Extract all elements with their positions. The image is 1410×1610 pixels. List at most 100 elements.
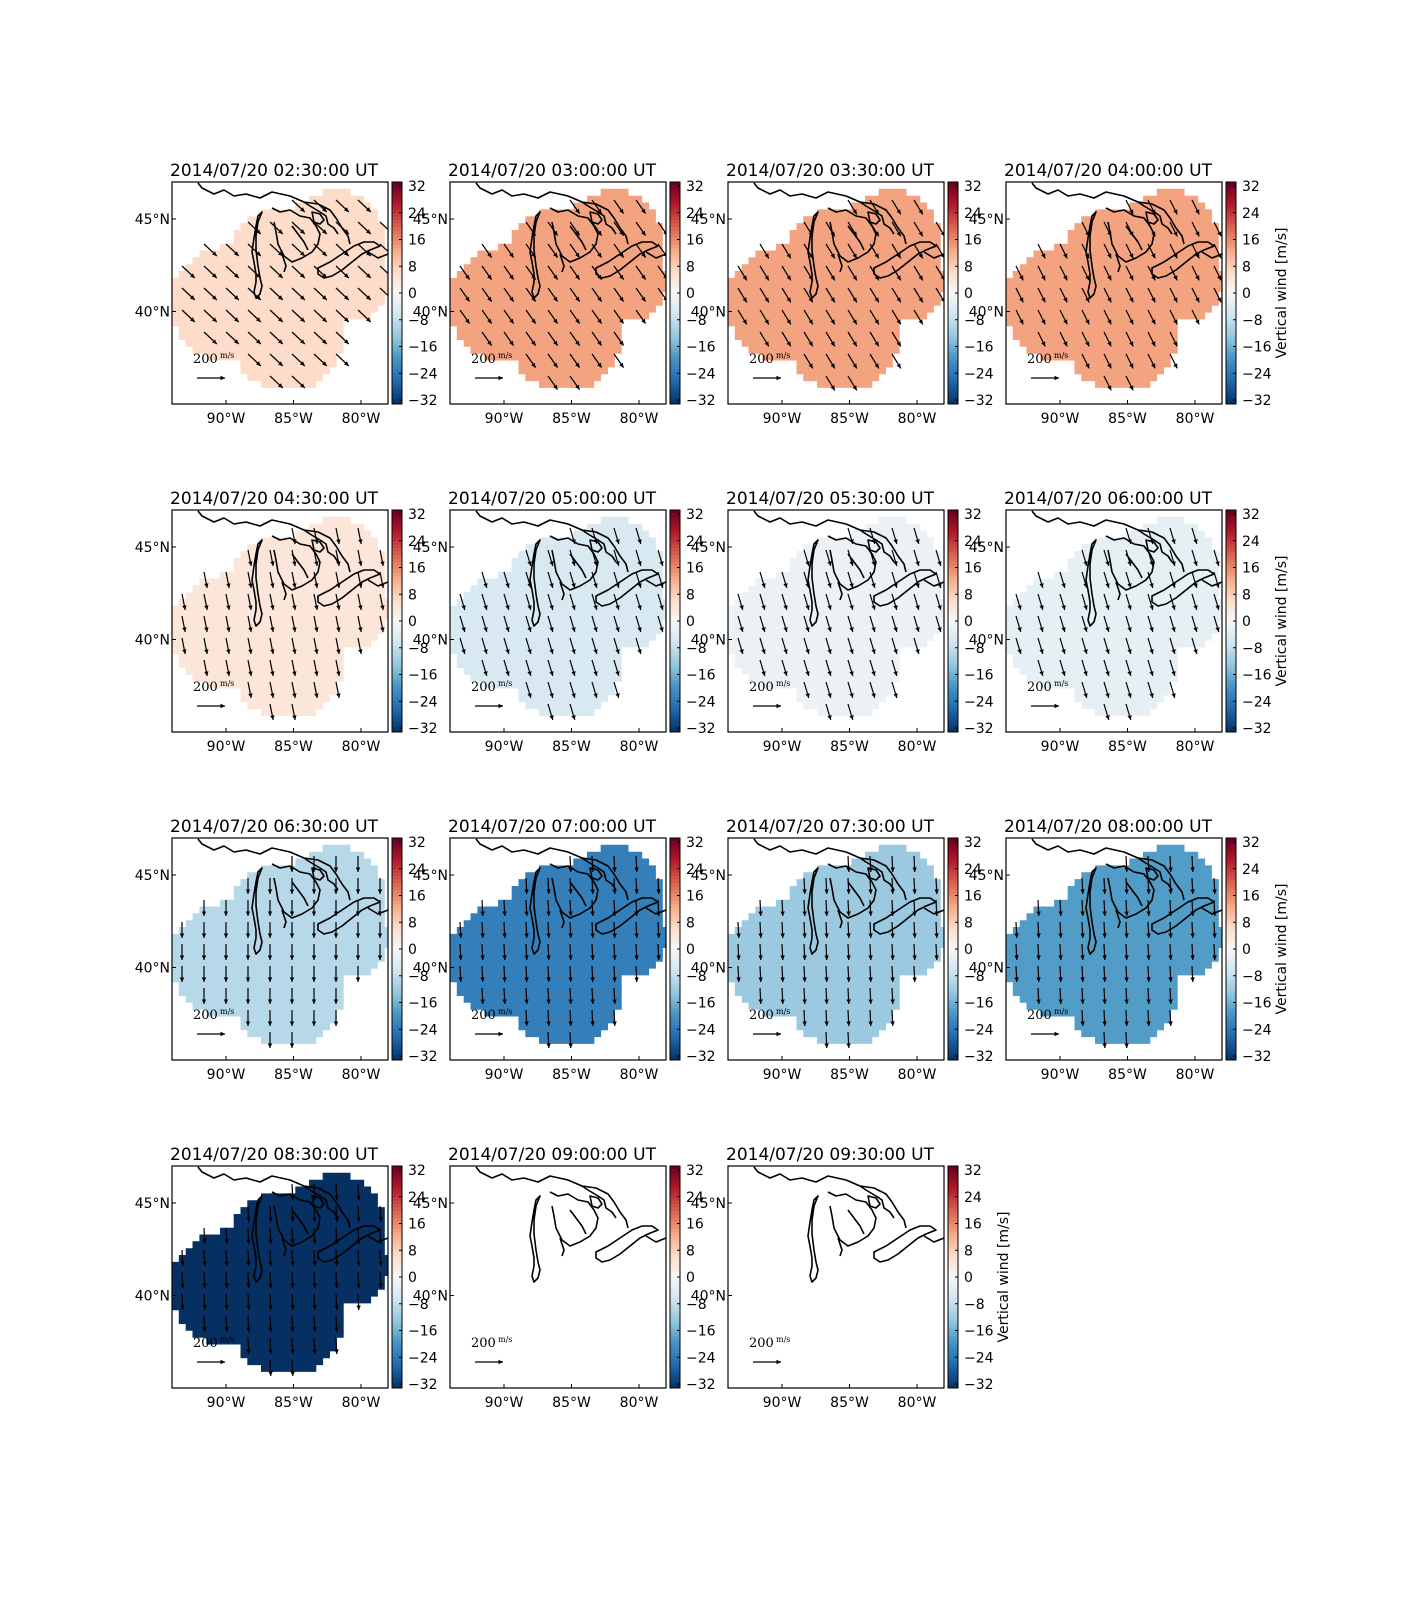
colorbar-step [1226,268,1236,273]
colorbar-step [392,1329,402,1333]
wind-arrow-head [808,231,813,237]
colorbar-step [948,645,958,650]
colorbar-step [1226,648,1236,653]
wind-arrow-head [893,605,898,610]
coastline [197,510,351,573]
colorbar-step [948,969,958,974]
colorbar-step [948,530,958,535]
wind-arrow-head [805,605,810,610]
wind-arrow-head [549,627,554,632]
colorbar-step [948,313,958,318]
colorbar-step [948,1384,958,1389]
colorbar-step [392,572,402,577]
colorbar-step [948,1046,958,1050]
wind-arrow-head [182,605,187,610]
wind-arrow-head [549,605,554,610]
colorbar-step [948,1053,958,1057]
wind-arrow-head [634,867,639,872]
x-tick-label: 90°W [207,1395,246,1411]
wind-arrow-head [246,1349,251,1354]
wind-arrow-head [1061,649,1066,654]
colorbar-step [392,565,402,570]
colorbar-step [670,182,680,186]
wind-arrow-head [292,583,297,588]
coastline [873,897,937,935]
wind-arrow-head [568,867,573,872]
colorbar-tick-label: −8 [408,969,429,985]
wind-arrow-head [1102,1043,1107,1048]
coastline [807,867,819,955]
colorbar-tick-label: −24 [408,1350,438,1366]
wind-arrow-head [531,252,536,258]
wind-arrow-head [202,1327,207,1332]
wind-arrow-head [311,1021,317,1026]
wind-arrow-head [742,275,747,281]
colorbar-step [948,572,958,577]
wind-arrow-head [182,627,187,632]
colorbar-tick-label: −32 [964,1377,994,1393]
wind-arrow-head [1080,911,1085,916]
colorbar-step [948,306,958,311]
colorbar-step [670,390,680,394]
coastline [1105,207,1155,263]
coastline [559,581,565,601]
wind-arrow-head [641,230,646,236]
wind-arrow-head [1105,583,1110,588]
colorbar-step [392,1221,402,1226]
colorbar-step [670,931,680,936]
panel-title: 2014/07/20 06:30:00 UT [170,817,379,837]
colorbar-step [392,714,402,719]
wind-arrow-head [868,977,873,982]
colorbar-step [392,537,402,542]
colorbar-step [670,725,680,729]
wind-arrow-head [852,275,857,281]
wind-arrow-shaft [657,287,666,301]
colorbar-tick-label: 0 [686,286,695,302]
colorbar-tick-label: −32 [686,721,716,737]
colorbar-step [392,558,402,563]
coastline [595,241,659,279]
wind-arrow-head [248,649,253,654]
wind-arrow-head [1129,341,1134,347]
colorbar-step [948,949,958,953]
wind-arrow-head [871,583,876,588]
colorbar-step [392,1277,402,1281]
coastline [559,909,565,929]
wind-arrow-head [355,911,361,916]
colorbar-step [670,1339,680,1344]
wind-arrow-head [546,933,551,938]
wind-arrow-head [568,999,573,1004]
colorbar-step [392,1242,402,1247]
x-tick-label: 90°W [485,1395,524,1411]
y-tick-label: 45°N [135,1196,170,1212]
colorbar-step [1226,1032,1236,1037]
map-axes [728,838,944,1060]
wind-arrow-head [659,561,664,566]
colorbar-step [948,914,958,919]
coastline [529,211,541,299]
colorbar-step [948,700,958,705]
y-tick-label: 40°N [135,961,170,977]
colorbar-step [670,534,680,539]
colorbar-tick-label: 16 [686,889,704,905]
wind-arrow-head [736,933,741,938]
wind-arrow-head [505,671,510,676]
colorbar-step [670,704,680,709]
wind-arrow-head [336,693,341,698]
colorbar-step [392,317,402,322]
colorbar-tick-label: 24 [964,862,982,878]
map-axes [1006,182,1222,404]
colorbar-step [670,1363,680,1368]
wind-arrow-head [502,977,507,982]
wind-arrow-head [366,251,371,256]
colorbar-step [670,1266,680,1271]
colorbar-step [948,603,958,608]
wind-arrow-head [1173,231,1178,237]
wind-arrow-head [1146,933,1151,938]
colorbar-step [392,320,402,325]
colorbar-step [392,362,402,367]
colorbar-step [948,548,958,552]
x-tick-label: 90°W [207,411,246,427]
wind-arrow-head [1190,955,1195,960]
colorbar-tick-label: 24 [964,1190,982,1206]
